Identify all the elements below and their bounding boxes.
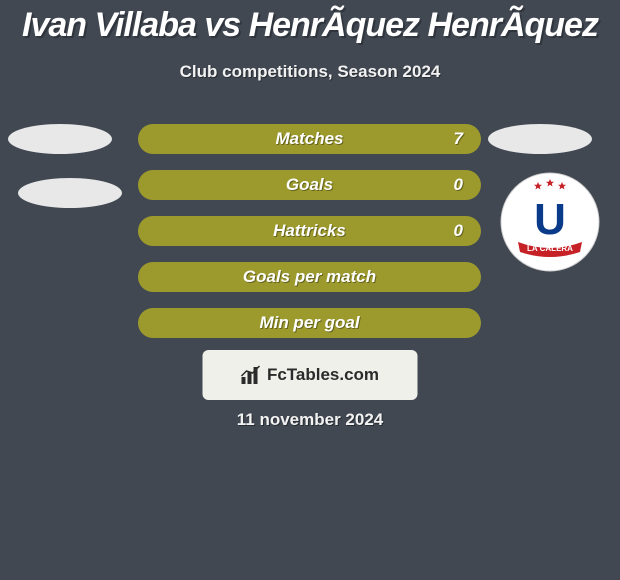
stat-label: Goals per matchGoals per match — [243, 267, 376, 287]
stat-label: MatchesMatches — [275, 129, 343, 149]
stat-row: Min per goalMin per goal — [138, 308, 481, 338]
page-title: Ivan Villaba vs HenrÃ­quez HenrÃ­quez Iv… — [0, 0, 620, 45]
stats-container: MatchesMatches77GoalsGoals00HattricksHat… — [138, 124, 481, 354]
stat-row: HattricksHattricks 00 — [138, 216, 481, 246]
fctables-label: FcTables.com — [267, 365, 379, 385]
svg-text:LA CALERA: LA CALERA — [527, 244, 573, 253]
svg-text:U: U — [534, 195, 566, 244]
fctables-watermark: FcTables.com — [203, 350, 418, 400]
stat-value: 77 — [454, 124, 463, 154]
date-text: 11 november 2024 — [237, 410, 383, 429]
club-badge-svg: U LA CALERA — [500, 172, 600, 272]
club-badge: U LA CALERA — [500, 172, 600, 272]
player-left-badge-1 — [8, 124, 112, 154]
stat-row: Goals per matchGoals per match — [138, 262, 481, 292]
stat-label: HattricksHattricks — [273, 221, 346, 241]
stat-row: GoalsGoals 00 — [138, 170, 481, 200]
stat-row: MatchesMatches 77 — [138, 124, 481, 154]
subtitle-text: Club competitions, Season 2024 — [180, 62, 441, 81]
subtitle: Club competitions, Season 2024 Club comp… — [0, 62, 620, 82]
stat-label: Min per goalMin per goal — [259, 313, 359, 333]
date: 11 november 2024 11 november 2024 — [0, 410, 620, 430]
page-title-text: Ivan Villaba vs HenrÃ­quez HenrÃ­quez — [22, 6, 598, 44]
stat-label: GoalsGoals — [286, 175, 333, 195]
stat-value: 00 — [454, 170, 463, 200]
bar-chart-icon — [241, 365, 263, 385]
player-right-badge-1 — [488, 124, 592, 154]
player-left-badge-2 — [18, 178, 122, 208]
stat-value: 00 — [454, 216, 463, 246]
